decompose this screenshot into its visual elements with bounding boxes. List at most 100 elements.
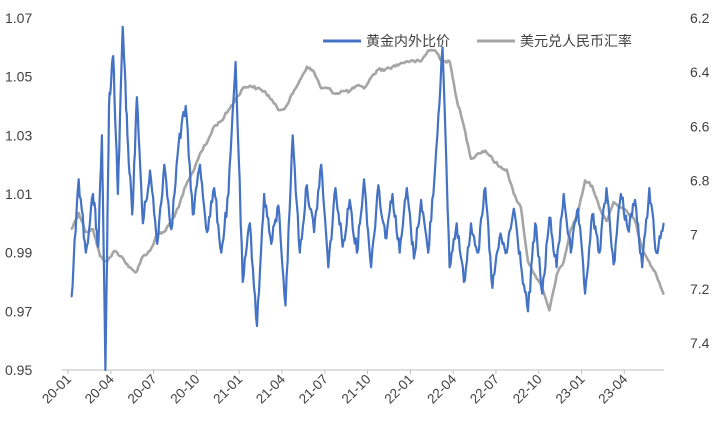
data-point-usdcny [391,65,394,68]
data-point-gold-ratio [136,96,138,98]
data-point-gold-ratio [384,237,387,239]
data-point-gold-ratio [299,251,301,254]
data-point-usdcny [448,60,451,63]
data-point-gold-ratio [192,213,194,216]
right-tick-label: 7.2 [690,281,710,297]
data-point-gold-ratio [498,237,501,239]
data-point-gold-ratio [662,222,665,225]
data-point-usdcny [92,228,94,230]
data-point-gold-ratio [406,187,408,189]
data-point-usdcny [491,158,494,160]
data-point-usdcny [149,250,151,252]
data-point-usdcny [570,228,572,230]
data-point-gold-ratio [199,163,201,166]
data-point-usdcny [605,220,608,222]
data-point-usdcny [420,60,422,63]
data-point-usdcny [591,185,593,187]
data-point-usdcny [520,206,522,209]
data-point-gold-ratio [131,213,133,216]
x-tick-label: 22-04 [424,371,459,406]
data-point-usdcny [377,68,380,71]
data-point-usdcny [455,98,458,100]
data-point-usdcny [434,49,437,52]
data-point-usdcny [584,179,586,182]
data-point-usdcny [320,87,323,90]
data-point-usdcny [313,71,315,73]
data-point-usdcny [270,98,273,100]
data-point-gold-ratio [577,207,579,210]
data-point-usdcny [142,255,144,258]
data-point-gold-ratio [341,246,344,248]
data-point-gold-ratio [121,26,124,28]
data-point-gold-ratio [413,257,415,260]
data-point-usdcny [177,206,180,209]
data-point-gold-ratio [313,231,315,233]
data-point-gold-ratio [555,266,558,269]
data-point-gold-ratio [170,228,173,230]
data-point-usdcny [356,84,358,87]
data-point-gold-ratio [327,266,330,269]
data-point-gold-ratio [263,193,265,195]
x-tick-label: 20-10 [167,372,202,407]
data-point-usdcny [463,125,465,128]
data-point-gold-ratio [570,251,572,254]
data-point-usdcny [334,93,337,95]
series-line-usdcny [70,48,665,312]
data-point-usdcny [192,171,194,174]
data-point-gold-ratio [234,61,237,63]
data-point-gold-ratio [612,263,615,266]
data-point-gold-ratio [527,310,529,313]
data-point-gold-ratio [306,184,308,186]
data-point-usdcny [70,228,73,230]
data-point-gold-ratio [270,243,273,245]
data-point-gold-ratio [112,55,114,57]
series-line-gold-ratio [70,25,665,372]
data-point-gold-ratio [256,325,258,327]
x-tick-label: 21-04 [253,371,288,406]
data-point-usdcny [655,274,658,277]
data-point-gold-ratio [477,251,479,254]
data-point-usdcny [427,49,430,52]
data-point-gold-ratio [655,251,658,254]
data-point-usdcny [384,68,387,71]
data-point-gold-ratio [513,207,515,210]
left-tick-label: 1.07 [5,10,32,26]
data-point-usdcny [120,255,123,258]
data-point-usdcny [527,260,529,263]
data-point-gold-ratio [117,193,119,195]
data-point-usdcny [598,206,601,209]
data-point-usdcny [513,193,515,195]
data-point-gold-ratio [534,222,536,225]
right-tick-label: 6.4 [690,64,710,80]
data-point-usdcny [263,90,265,92]
data-point-usdcny [99,255,101,258]
data-point-gold-ratio [356,251,358,254]
data-point-gold-ratio [505,251,508,254]
data-point-gold-ratio [491,287,494,289]
data-point-gold-ratio [241,281,244,283]
data-point-usdcny [291,93,294,95]
x-tick-label: 22-10 [510,372,545,407]
data-point-usdcny [256,87,258,90]
data-point-gold-ratio [427,251,430,254]
data-point-gold-ratio [398,251,401,254]
series-layer [70,25,665,372]
data-point-usdcny [284,106,287,109]
data-point-usdcny [199,152,201,155]
data-point-gold-ratio [648,187,651,189]
data-point-usdcny [534,274,536,277]
x-tick-label: 22-07 [467,372,502,407]
data-point-usdcny [555,274,558,277]
data-point-gold-ratio [227,193,230,195]
data-point-gold-ratio [220,251,223,254]
data-point-usdcny [135,271,137,274]
data-point-usdcny [213,125,215,128]
right-axis-ticks: 6.2 6.4 6.6 6.8 7 7.2 7.4 [690,10,710,351]
data-point-gold-ratio [70,295,73,298]
data-point-usdcny [306,65,308,68]
data-point-gold-ratio [277,204,280,207]
data-point-gold-ratio [605,187,608,189]
data-point-gold-ratio [85,251,87,254]
data-point-gold-ratio [562,193,565,195]
